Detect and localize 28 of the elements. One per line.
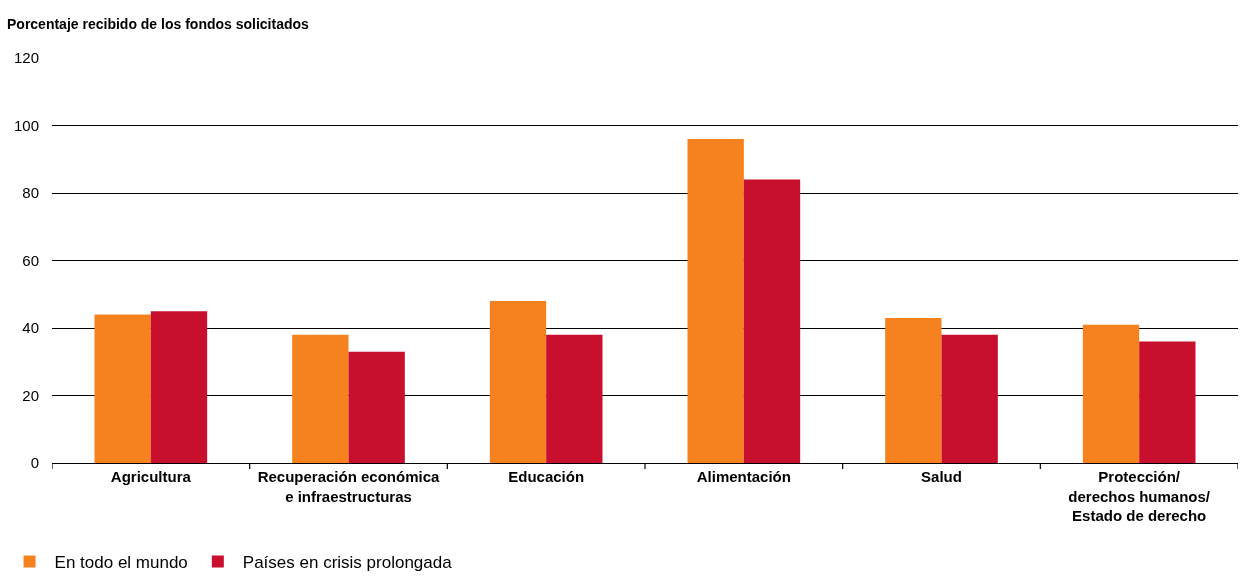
y-tick-label: 40 (22, 319, 39, 337)
y-tick-label: 20 (22, 386, 39, 404)
y-tick-label: 60 (22, 251, 39, 269)
bar (743, 179, 801, 463)
bar (687, 139, 744, 463)
y-tick-label: 100 (13, 116, 39, 134)
bar (546, 334, 603, 463)
y-axis-title: Porcentaje recibido de los fondos solicitados (7, 16, 310, 32)
x-tick-label: Alimentación (696, 468, 791, 486)
x-tick-label: Salud (921, 468, 962, 486)
y-tick-label: 120 (13, 49, 39, 67)
bar (885, 317, 942, 463)
x-tick-label: Educación (508, 468, 585, 486)
bar (489, 301, 547, 463)
bar (150, 311, 208, 463)
y-tick-label: 0 (30, 454, 39, 472)
bar (1139, 341, 1196, 463)
x-tick-label: Protección/derechos humanos/Estado de derecho (1068, 468, 1211, 525)
y-tick-label: 80 (22, 184, 39, 202)
bar (292, 334, 349, 463)
bar (941, 334, 998, 463)
legend-label: En todo el mundo (54, 553, 188, 573)
legend-label: Países en crisis prolongada (242, 553, 453, 573)
x-tick-label: Agricultura (110, 468, 192, 486)
bar (94, 314, 151, 463)
bar (1082, 324, 1140, 463)
x-tick-label: Recuperación económica e infraestructuras (257, 468, 441, 505)
bar (348, 351, 405, 463)
